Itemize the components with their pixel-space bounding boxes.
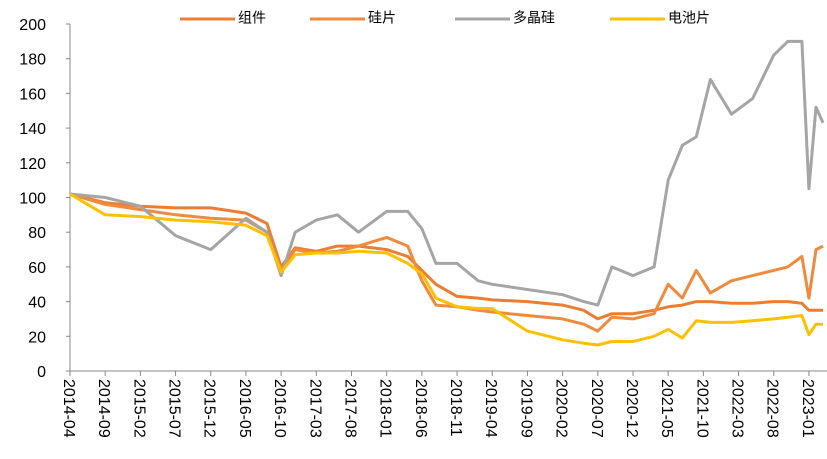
x-tick-label: 2019-09 — [517, 379, 534, 438]
x-tick-label: 2015-02 — [130, 379, 147, 438]
y-tick-label: 80 — [28, 225, 46, 242]
x-tick-label: 2023-01 — [799, 379, 816, 438]
legend-label: 电池片 — [668, 10, 710, 26]
line-series — [69, 192, 823, 347]
x-tick-label: 2019-04 — [482, 379, 499, 438]
x-tick-label: 2020-02 — [553, 379, 570, 438]
line-series — [69, 192, 823, 321]
x-tick-label: 2016-05 — [236, 379, 253, 438]
y-tick-label: 40 — [28, 295, 46, 312]
x-tick-label: 2022-03 — [729, 379, 746, 438]
x-tick-label: 2017-03 — [306, 379, 323, 438]
legend-label: 硅片 — [368, 10, 396, 26]
x-tick-label: 2014-09 — [95, 379, 112, 438]
y-tick-label: 160 — [19, 86, 46, 103]
line-series — [69, 39, 825, 307]
legend-label: 组件 — [238, 10, 266, 26]
x-tick-label: 2014-04 — [60, 379, 77, 438]
x-tick-label: 2021-05 — [658, 379, 675, 438]
y-tick-label: 140 — [19, 121, 46, 138]
x-tick-label: 2020-07 — [588, 379, 605, 438]
x-tick-label: 2015-12 — [201, 379, 218, 438]
legend-label: 多晶硅 — [513, 10, 555, 26]
y-tick-label: 60 — [28, 260, 46, 277]
x-tick-label: 2015-07 — [166, 379, 183, 438]
x-tick-label: 2018-06 — [412, 379, 429, 438]
x-tick-label: 2020-12 — [623, 379, 640, 438]
y-tick-label: 100 — [19, 191, 46, 208]
y-tick-label: 180 — [19, 52, 46, 69]
x-tick-label: 2016-10 — [271, 379, 288, 438]
x-tick-label: 2021-10 — [693, 379, 710, 438]
x-tick-label: 2022-08 — [764, 379, 781, 438]
y-tick-label: 20 — [28, 329, 46, 346]
y-tick-label: 200 — [19, 17, 46, 34]
x-tick-label: 2018-01 — [377, 379, 394, 438]
x-tick-label: 2017-08 — [341, 379, 358, 438]
y-tick-label: 120 — [19, 156, 46, 173]
y-tick-label: 0 — [37, 364, 46, 381]
x-tick-label: 2018-11 — [447, 379, 464, 437]
